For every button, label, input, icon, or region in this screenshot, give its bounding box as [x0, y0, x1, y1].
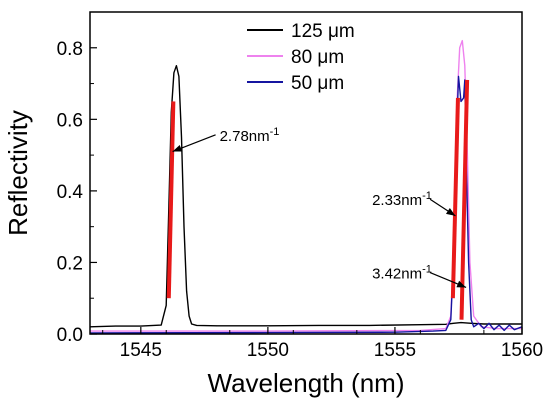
annotation-arrowhead-2 [456, 280, 467, 288]
legend-entry-0: 125 μm [291, 21, 355, 42]
y-tick-label-4: 0.8 [57, 39, 83, 60]
annotation-label-2: 3.42nm-1 [372, 264, 432, 283]
x-axis-label: Wavelength (nm) [208, 368, 405, 398]
highlight-segment-2 [459, 79, 470, 320]
series-line-1 [90, 39, 522, 332]
x-tick-label-1: 1550 [247, 340, 289, 361]
x-tick-label-3: 1560 [501, 340, 543, 361]
annotation-label-1: 2.33nm-1 [372, 190, 432, 209]
y-tick-label-1: 0.2 [57, 253, 83, 274]
legend: 125 μm 80 μm 50 μm [247, 21, 355, 94]
legend-entry-1: 80 μm [291, 47, 344, 68]
series-line-0 [90, 64, 522, 328]
plot-frame [89, 11, 523, 335]
x-tick-label-0: 1545 [120, 340, 162, 361]
legend-entry-2: 50 μm [291, 73, 344, 94]
highlight-segment-1 [450, 97, 460, 299]
y-axis-label: Reflectivity [3, 110, 33, 236]
x-tick-label-2: 1555 [374, 340, 416, 361]
y-tick-label-3: 0.6 [57, 110, 83, 131]
highlight-segment-0 [166, 101, 176, 299]
annotation-label-0: 2.78nm-1 [220, 126, 280, 145]
y-tick-label-0: 0.0 [57, 325, 83, 346]
y-tick-label-2: 0.4 [57, 182, 84, 203]
annotation-arrowhead-1 [445, 208, 456, 216]
annotation-arrowhead-0 [172, 145, 183, 152]
